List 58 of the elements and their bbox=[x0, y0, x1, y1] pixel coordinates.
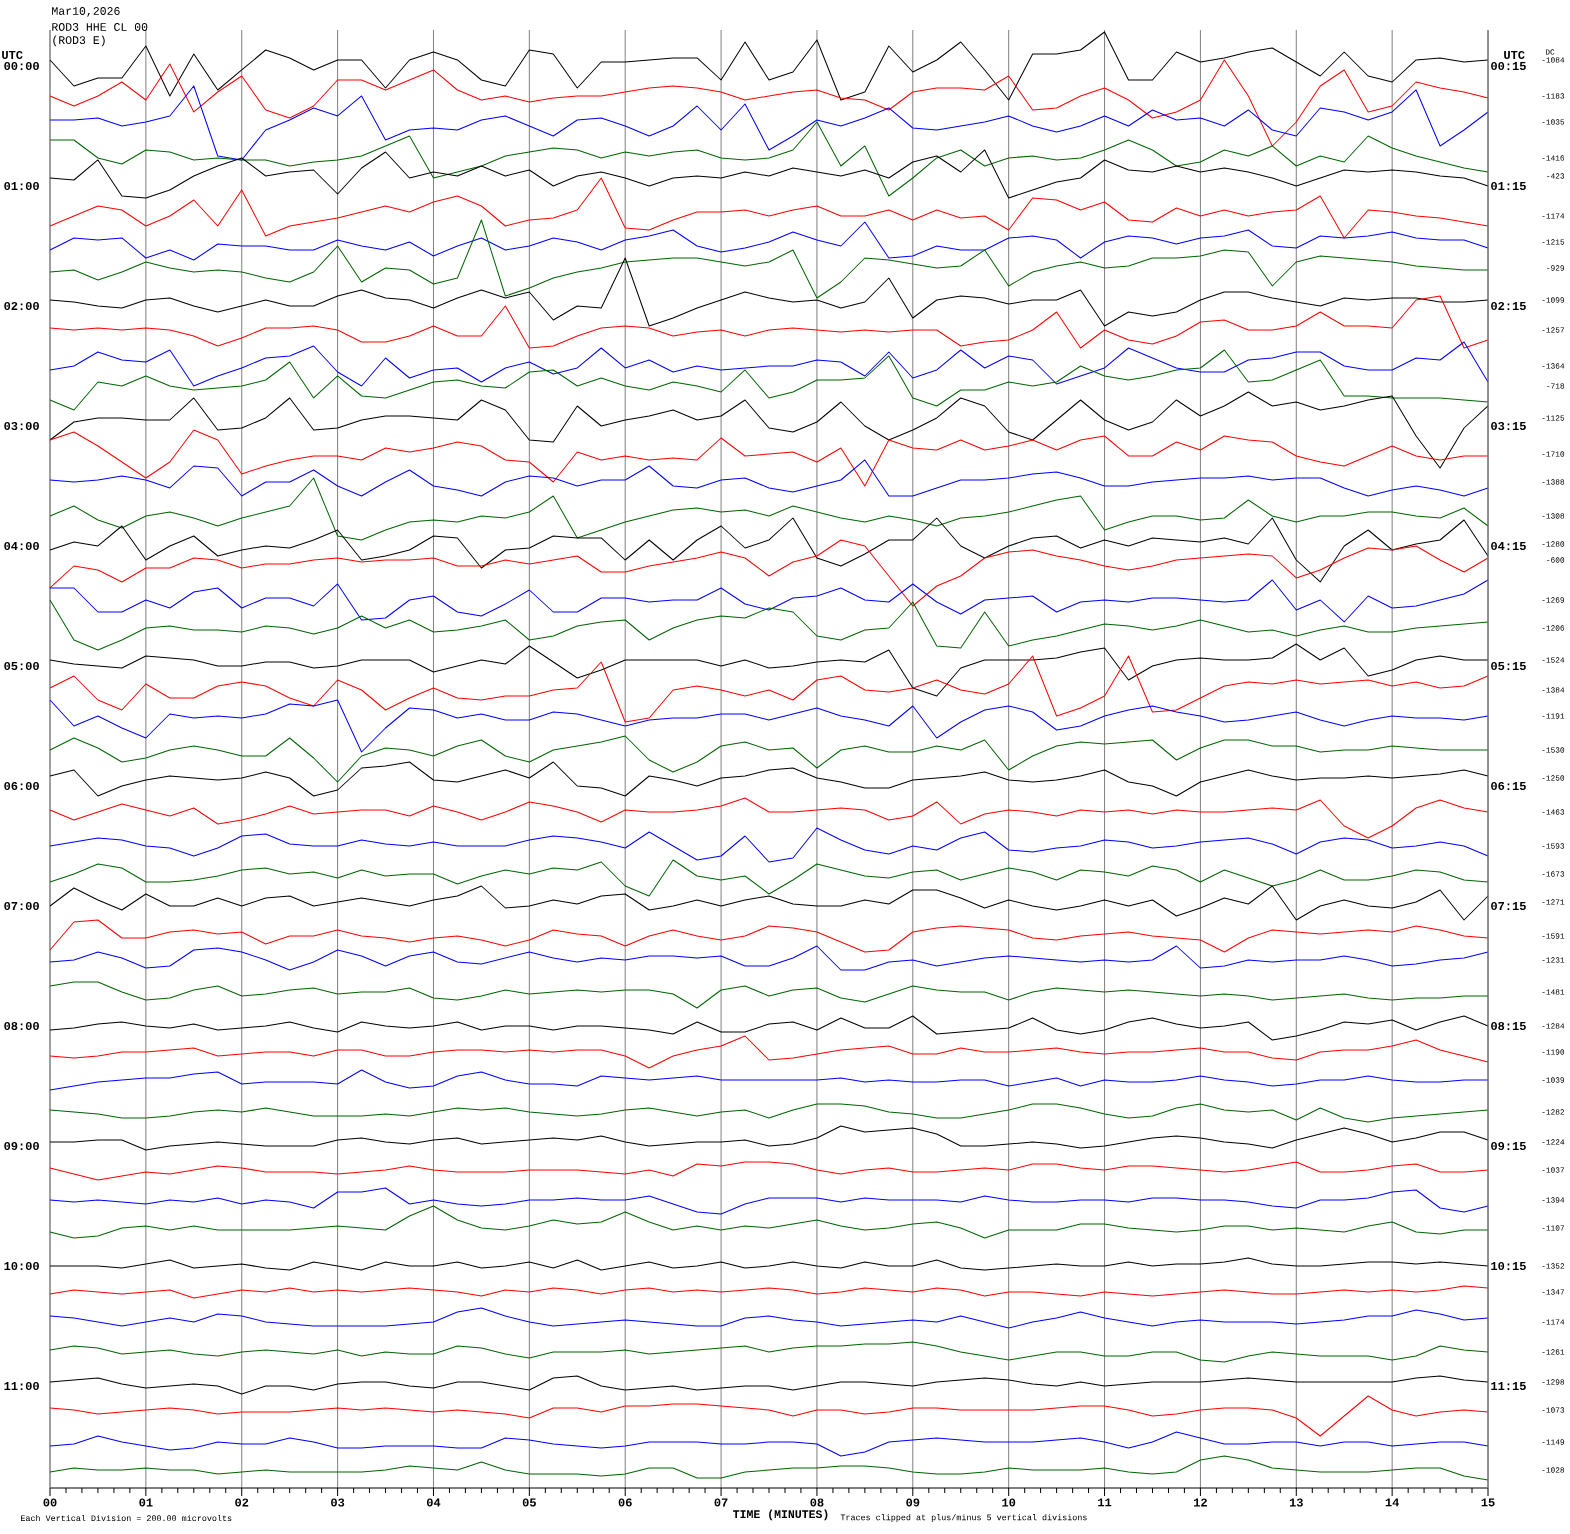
y2-tick-label: 01:15 bbox=[1491, 181, 1526, 191]
chart-title: Mar10,2026 bbox=[52, 7, 120, 17]
y2-tick-label: 09:15 bbox=[1491, 1141, 1526, 1151]
line-series bbox=[49, 655, 1489, 723]
y2-tick-label: 02:15 bbox=[1491, 301, 1526, 311]
y2-tick-label: 11:15 bbox=[1491, 1381, 1526, 1391]
y-tick-label: 06:00 bbox=[4, 781, 39, 791]
y-tick-label: 08:00 bbox=[4, 1021, 39, 1031]
x-tick-label: 14 bbox=[1385, 1498, 1399, 1507]
line-series bbox=[49, 391, 1489, 469]
chart-subtitle: ROD3 HHE CL 00 bbox=[52, 23, 148, 31]
y-tick-label: 01:00 bbox=[4, 181, 39, 191]
y-tick-label: 02:00 bbox=[4, 301, 39, 311]
y2-tick-label: 06:15 bbox=[1491, 781, 1526, 791]
y-tick-label: 07:00 bbox=[4, 901, 39, 911]
y-tick-label: 04:00 bbox=[4, 541, 39, 551]
y-tick-label: 05:00 bbox=[4, 661, 39, 671]
x-tick-label: 08 bbox=[810, 1498, 824, 1507]
y2-tick-label: 04:15 bbox=[1491, 541, 1526, 551]
x-tick-label: 04 bbox=[426, 1498, 441, 1507]
y2-tick-label: 10:15 bbox=[1491, 1261, 1526, 1271]
x-tick-label: 12 bbox=[1194, 1498, 1207, 1507]
y-tick-label: 00:00 bbox=[4, 61, 39, 71]
y-tick-label: 11:00 bbox=[4, 1381, 39, 1391]
x-tick-label: 06 bbox=[618, 1498, 632, 1507]
x-tick-label: 05 bbox=[522, 1498, 536, 1507]
x-axis-title: TIME (MINUTES) bbox=[733, 1509, 828, 1521]
y2-tick-label: 07:15 bbox=[1491, 901, 1526, 911]
y-tick-label: 09:00 bbox=[4, 1141, 39, 1151]
text: Traces clipped at plus/minus 5 vertical divisions bbox=[840, 1514, 1087, 1522]
y-tick-label: 10:00 bbox=[4, 1261, 39, 1271]
line-series bbox=[49, 699, 1489, 753]
y-tick-label: 03:00 bbox=[4, 421, 39, 431]
x-tick-label: 09 bbox=[906, 1498, 920, 1507]
line-series bbox=[49, 517, 1489, 583]
x-tick-label: 00 bbox=[43, 1498, 57, 1507]
line-series bbox=[49, 429, 1489, 487]
x-tick-label: 02 bbox=[235, 1498, 249, 1507]
annotation: (ROD3 E) bbox=[53, 35, 105, 47]
text: Each Vertical Division = 200.00 microvolts bbox=[21, 1514, 232, 1522]
y2-tick-label: 05:15 bbox=[1491, 661, 1526, 671]
line-series bbox=[49, 85, 1489, 161]
x-tick-label: 11 bbox=[1098, 1498, 1112, 1507]
x-tick-label: 03 bbox=[331, 1498, 345, 1507]
y2-tick-label: 08:15 bbox=[1491, 1021, 1526, 1031]
line-series bbox=[49, 579, 1489, 623]
x-tick-label: 13 bbox=[1289, 1498, 1303, 1507]
x-tick-label: 07 bbox=[714, 1498, 728, 1507]
y2-axis-title: UTC bbox=[1504, 50, 1525, 60]
line-series bbox=[49, 221, 1489, 261]
line-series bbox=[49, 59, 1489, 147]
x-tick-label: 01 bbox=[139, 1498, 153, 1507]
x-tick-label: 15 bbox=[1481, 1498, 1495, 1507]
y2-tick-label: 03:15 bbox=[1491, 421, 1526, 431]
line-series bbox=[49, 121, 1489, 197]
y2-tick-label: 00:15 bbox=[1491, 61, 1526, 71]
y-axis-title: UTC bbox=[2, 50, 23, 60]
x-tick-label: 10 bbox=[1002, 1498, 1016, 1507]
